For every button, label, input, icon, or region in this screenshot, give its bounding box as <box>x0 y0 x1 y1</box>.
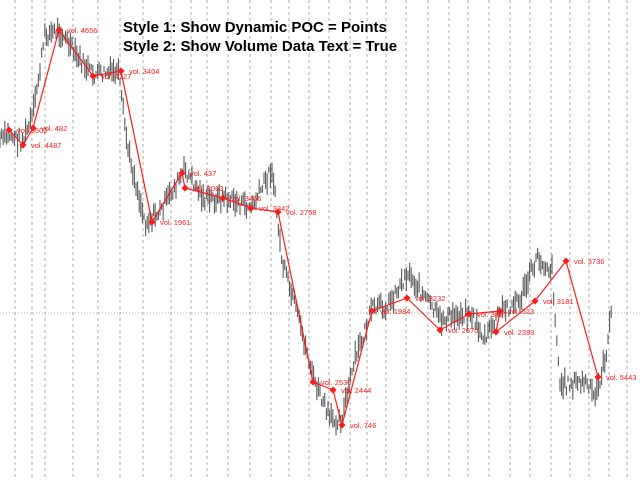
poc-segment-2 <box>32 29 60 129</box>
poc-volume-label-3: vol. 4656 <box>67 26 97 35</box>
poc-marker-18 <box>465 310 473 318</box>
poc-segment-17 <box>439 313 470 331</box>
poc-marker-10 <box>247 204 255 212</box>
poc-volume-label-8: vol. 3063 <box>193 184 223 193</box>
poc-marker-5 <box>117 67 125 75</box>
poc-volume-label-17: vol. 2670 <box>448 326 478 335</box>
style-1-caption: Style 1: Show Dynamic POC = Points <box>123 19 387 36</box>
poc-marker-17 <box>436 326 444 334</box>
poc-marker-22 <box>562 257 570 265</box>
poc-volume-label-9: vol. 3466 <box>231 194 261 203</box>
poc-volume-label-4: vol. 4127 <box>101 72 131 81</box>
poc-volume-label-2: vol. 482 <box>41 124 67 133</box>
poc-segment-18 <box>468 310 501 315</box>
poc-segment-5 <box>120 70 153 223</box>
poc-segment-3 <box>58 29 94 77</box>
price-bars <box>0 17 612 436</box>
poc-volume-label-10: vol. 3342 <box>259 204 289 213</box>
poc-segment-16 <box>406 297 441 331</box>
poc-marker-7 <box>178 169 186 177</box>
poc-segment-11 <box>277 211 314 383</box>
poc-line <box>5 26 602 429</box>
style-2-caption: Style 2: Show Volume Data Text = True <box>123 38 398 55</box>
poc-segment-8 <box>184 187 224 199</box>
poc-volume-label-13: vol. 2444 <box>341 386 371 395</box>
poc-marker-9 <box>219 194 227 202</box>
poc-volume-label-18: vol. 3807 <box>477 310 507 319</box>
poc-volume-label-12: vol. 2530 <box>321 378 351 387</box>
poc-segment-19 <box>495 310 501 333</box>
poc-volume-label-21: vol. 3181 <box>543 297 573 306</box>
poc-marker-23 <box>594 373 602 381</box>
poc-segment-10 <box>250 207 279 213</box>
poc-volume-label-0: vol. 3502 <box>17 126 47 135</box>
poc-volume-label-1: vol. 4487 <box>31 141 61 150</box>
poc-segment-12 <box>312 381 334 391</box>
poc-segment-0 <box>8 129 24 146</box>
poc-volume-label-20: vol. 2393 <box>504 328 534 337</box>
poc-volume-label-15: vol. 1984 <box>380 307 410 316</box>
poc-marker-14 <box>338 421 346 429</box>
poc-segment-21 <box>534 260 567 302</box>
poc-volume-label-7: vol. 437 <box>190 169 216 178</box>
poc-marker-12 <box>309 378 317 386</box>
poc-volume-label-19: vol. 523 <box>508 307 534 316</box>
poc-marker-16 <box>403 294 411 302</box>
poc-volume-label-14: vol. 746 <box>350 421 376 430</box>
poc-volume-label-23: vol. 5443 <box>606 373 636 382</box>
poc-marker-21 <box>531 297 539 305</box>
poc-labels: vol. 3502 vol. 4487 vol. 482 vol. 4656 vol. … <box>17 26 636 430</box>
poc-marker-20 <box>492 328 500 336</box>
poc-segment-14 <box>341 310 373 426</box>
poc-segment-6 <box>151 172 183 223</box>
poc-marker-0 <box>5 126 13 134</box>
poc-segment-13 <box>332 389 343 426</box>
poc-marker-6 <box>148 218 156 226</box>
poc-marker-11 <box>274 208 282 216</box>
poc-segment-4 <box>92 70 122 77</box>
poc-marker-8 <box>181 184 189 192</box>
poc-volume-label-6: vol. 1961 <box>160 218 190 227</box>
poc-marker-15 <box>368 307 376 315</box>
poc-volume-label-5: vol. 3404 <box>129 67 159 76</box>
poc-volume-label-16: vol. 3232 <box>415 294 445 303</box>
poc-marker-1 <box>19 141 27 149</box>
poc-segment-20 <box>495 300 536 333</box>
poc-volume-label-22: vol. 3736 <box>574 257 604 266</box>
poc-segment-15 <box>371 297 408 312</box>
poc-marker-19 <box>496 307 504 315</box>
poc-segment-1 <box>22 127 34 146</box>
poc-volume-label-11: vol. 2758 <box>286 208 316 217</box>
poc-marker-4 <box>89 72 97 80</box>
poc-marker-13 <box>329 386 337 394</box>
poc-segment-9 <box>222 197 252 209</box>
poc-segment-22 <box>565 260 599 378</box>
